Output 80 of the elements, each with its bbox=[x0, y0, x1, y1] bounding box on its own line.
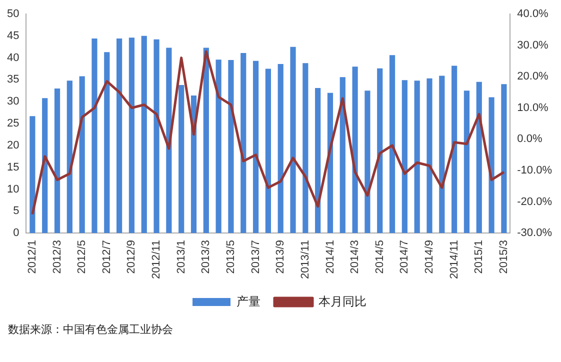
legend-label: 本月同比 bbox=[318, 294, 366, 308]
bar bbox=[265, 68, 271, 234]
bar bbox=[290, 46, 296, 234]
x-tick-label: 2013/7 bbox=[250, 240, 262, 274]
x-tick-label: 2013/5 bbox=[225, 240, 237, 274]
y-tick-label: 35 bbox=[6, 74, 20, 86]
y2-tick-label: 30.0% bbox=[517, 39, 549, 52]
bar bbox=[42, 98, 48, 234]
bar bbox=[54, 88, 60, 234]
y-tick-label: 5 bbox=[13, 205, 20, 218]
x-tick-label: 2012/5 bbox=[76, 240, 88, 274]
bar bbox=[178, 84, 184, 234]
x-tick-label: 2014/9 bbox=[424, 240, 436, 274]
y-tick-label: 45 bbox=[6, 30, 20, 42]
y-tick-label: 30 bbox=[6, 96, 20, 108]
x-tick-label: 2012/7 bbox=[100, 240, 113, 274]
bar bbox=[352, 66, 358, 234]
legend-label: 产量 bbox=[236, 294, 260, 308]
bar bbox=[203, 48, 209, 234]
bar bbox=[141, 36, 147, 234]
bar bbox=[252, 60, 259, 234]
x-tick-label: 2014/3 bbox=[349, 240, 362, 274]
x-tick-label: 2012/9 bbox=[126, 240, 138, 274]
y-tick-label: 20 bbox=[6, 139, 20, 152]
bar bbox=[327, 92, 334, 234]
y2-tick-label: -10.0% bbox=[517, 164, 552, 176]
bar bbox=[228, 60, 234, 234]
x-tick-label: 2014/5 bbox=[374, 240, 386, 274]
x-tick-label: 2012/1 bbox=[26, 240, 38, 274]
y2-tick-label: -20.0% bbox=[517, 196, 552, 208]
x-tick-label: 2012/3 bbox=[51, 240, 64, 274]
bar bbox=[116, 38, 122, 234]
bar bbox=[66, 80, 72, 234]
bar bbox=[402, 80, 408, 234]
y2-tick-label: 20.0% bbox=[517, 70, 549, 83]
bar bbox=[128, 38, 134, 234]
x-tick-label: 2015/1 bbox=[473, 240, 486, 274]
x-tick-label: 2015/3 bbox=[498, 240, 510, 274]
bar bbox=[364, 90, 370, 234]
bar bbox=[439, 76, 445, 234]
bar bbox=[166, 48, 172, 234]
y-tick-label: 50 bbox=[6, 8, 20, 20]
y-tick-label: 15 bbox=[6, 161, 20, 174]
x-tick-label: 2014/1 bbox=[324, 240, 336, 274]
bar bbox=[79, 76, 85, 234]
y-tick-label: 25 bbox=[6, 118, 20, 130]
bar bbox=[452, 66, 458, 234]
y-tick-label: 10 bbox=[6, 183, 20, 196]
y2-tick-label: 10.0% bbox=[517, 102, 549, 114]
bar bbox=[278, 64, 284, 234]
x-tick-label: 2013/11 bbox=[299, 240, 312, 280]
y2-tick-label: 0.0% bbox=[517, 133, 542, 146]
x-tick-label: 2012/11 bbox=[150, 240, 163, 280]
bar bbox=[92, 38, 98, 234]
x-tick-label: 2013/9 bbox=[274, 240, 287, 274]
bar bbox=[216, 60, 222, 234]
y2-tick-label: -30.0% bbox=[517, 227, 552, 240]
y-tick-label: 0 bbox=[13, 227, 20, 240]
x-tick-label: 2014/11 bbox=[448, 240, 460, 280]
bar bbox=[30, 116, 36, 234]
bar bbox=[389, 55, 396, 234]
x-tick-label: 2013/1 bbox=[175, 240, 188, 274]
source-note: 数据来源：中国有色金属工业协会 bbox=[8, 322, 173, 337]
bar bbox=[315, 88, 321, 234]
bar bbox=[488, 97, 494, 234]
bar bbox=[501, 84, 507, 234]
x-tick-label: 2013/3 bbox=[200, 240, 212, 274]
bar bbox=[414, 80, 420, 234]
bar bbox=[377, 68, 383, 234]
bar bbox=[340, 77, 346, 234]
bar bbox=[240, 52, 246, 234]
y-tick-label: 40 bbox=[6, 52, 20, 64]
bar bbox=[426, 78, 432, 234]
y2-tick-label: 40.0% bbox=[517, 8, 549, 20]
bar bbox=[104, 52, 110, 234]
bar bbox=[464, 90, 470, 234]
bar bbox=[154, 39, 160, 234]
bar bbox=[302, 63, 308, 234]
bar bbox=[476, 82, 482, 234]
x-tick-label: 2014/7 bbox=[398, 240, 411, 274]
